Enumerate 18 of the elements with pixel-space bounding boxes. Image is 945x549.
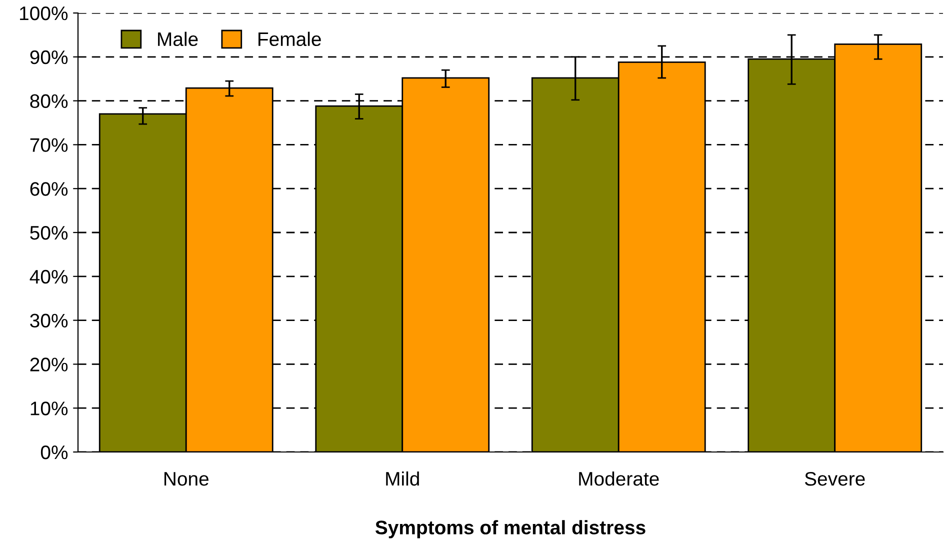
x-tick-label: Mild	[386, 471, 419, 486]
y-tick-label: 10%	[30, 402, 68, 416]
y-tick-label: 30%	[30, 314, 68, 328]
y-tick-label: 40%	[30, 270, 68, 284]
x-tick-label: None	[164, 472, 209, 486]
y-tick-label: 90%	[30, 50, 68, 64]
legend-label: Male	[158, 32, 198, 46]
y-tick-label: 20%	[30, 358, 68, 372]
x-tick-label: Moderate	[579, 471, 659, 486]
y-tick-label: 80%	[30, 94, 68, 108]
y-tick-label: 0%	[40, 445, 68, 460]
x-tick-label: Severe	[804, 472, 865, 486]
y-tick-label: 60%	[30, 182, 68, 196]
legend-label: Female	[258, 32, 321, 46]
x-axis-title: Symptoms of mental distress	[375, 520, 646, 538]
y-tick-label: 70%	[30, 138, 68, 152]
y-tick-label: 100%	[20, 6, 68, 20]
y-tick-label: 50%	[30, 226, 68, 240]
